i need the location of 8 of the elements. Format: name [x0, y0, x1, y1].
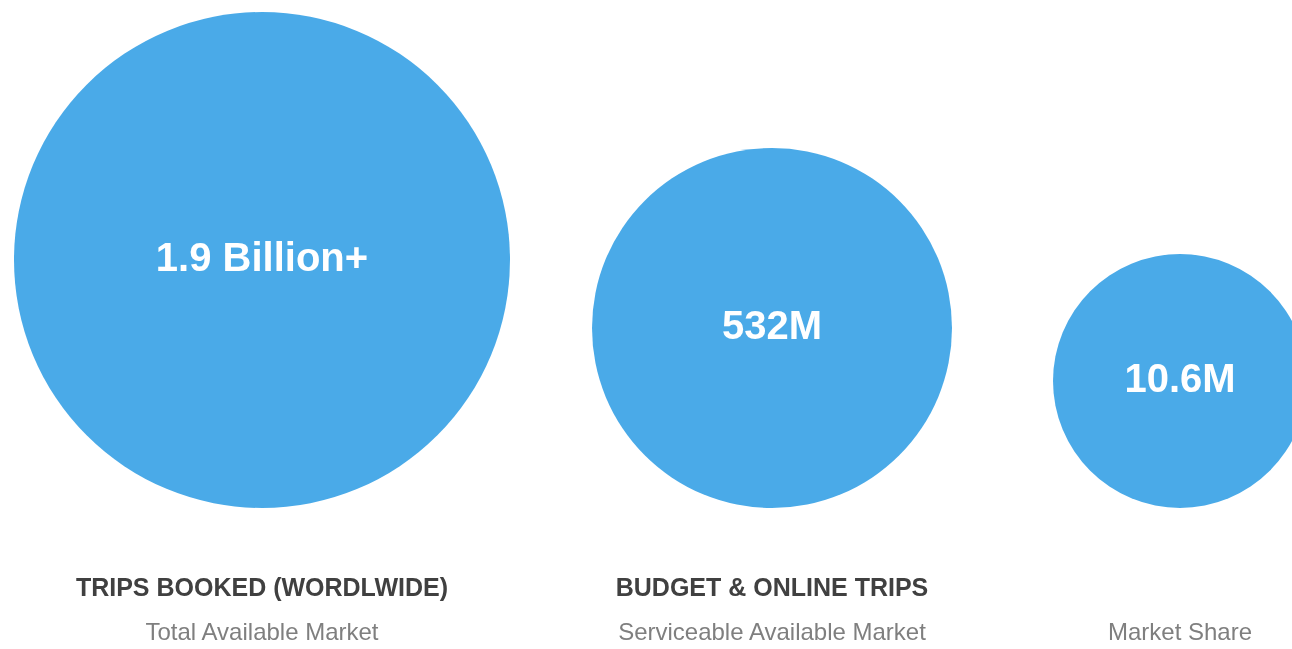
text: Total Available Market: [145, 618, 379, 645]
text: Market Share: [1107, 618, 1253, 645]
data-label: 532M: [721, 303, 823, 348]
category-label: BUDGET & ONLINE TRIPS: [615, 573, 929, 601]
category-label: TRIPS BOOKED (WORDLWIDE): [75, 573, 449, 601]
data-label: 1.9 Billion+: [155, 235, 369, 280]
data-label: 10.6M: [1124, 356, 1236, 401]
text: Serviceable Available Market: [618, 618, 927, 645]
